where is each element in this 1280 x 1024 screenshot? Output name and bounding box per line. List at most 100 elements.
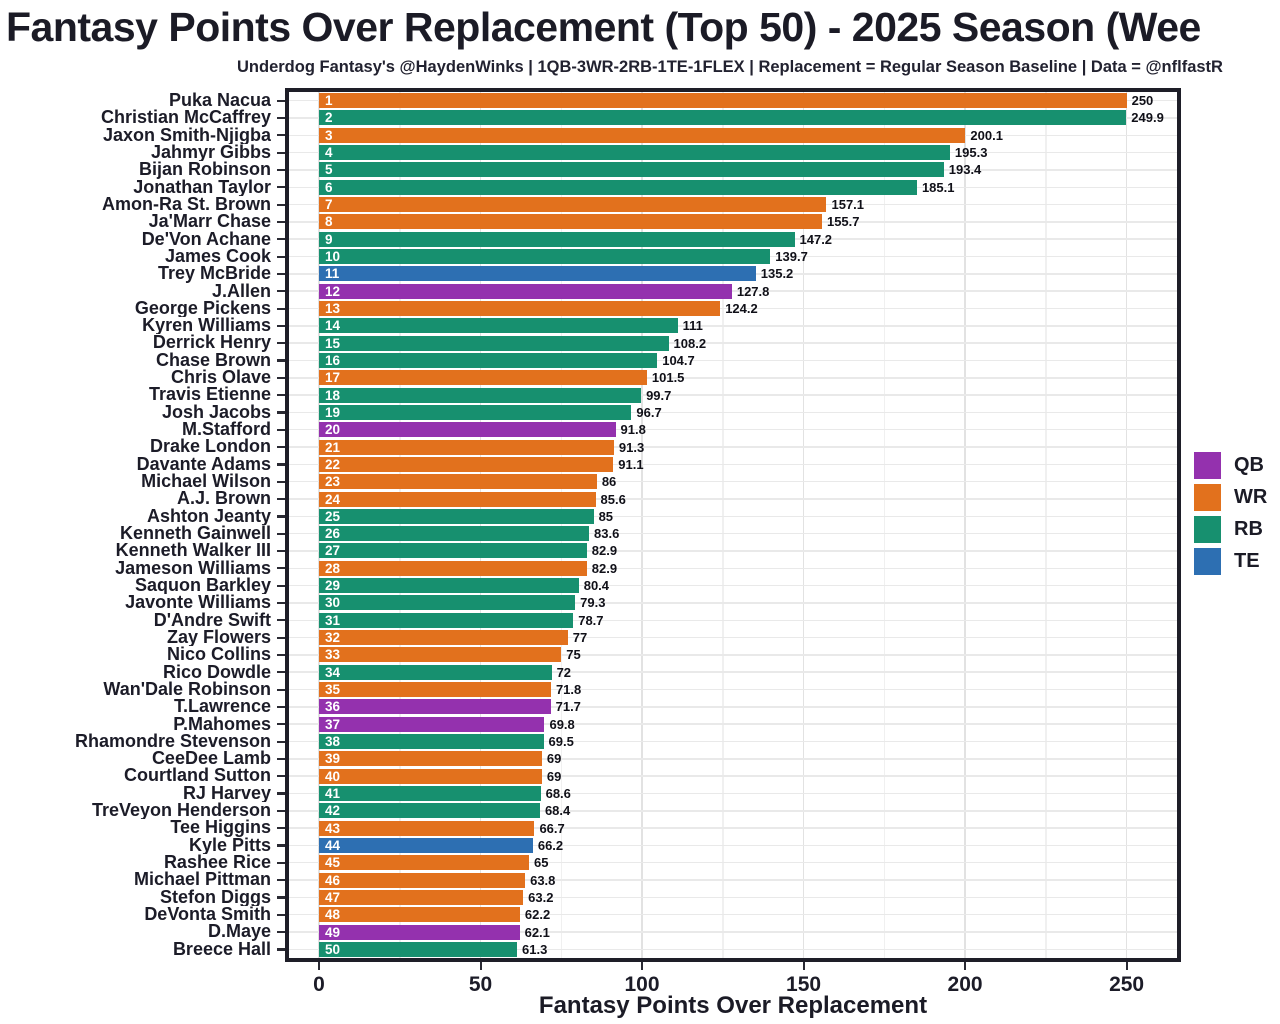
y-axis-tick <box>277 255 285 258</box>
player-name-label: Michael Wilson <box>141 473 271 491</box>
player-name-label: Jonathan Taylor <box>133 178 271 196</box>
row-gridline <box>289 931 1177 933</box>
y-axis-tick <box>277 757 285 760</box>
y-axis-tick <box>277 376 285 379</box>
bar-value-label: 66.7 <box>539 820 565 836</box>
player-name-label: Drake London <box>149 438 271 456</box>
minor-gridline <box>883 92 886 958</box>
bar-value-label: 69 <box>546 751 562 767</box>
y-axis-tick <box>277 653 285 657</box>
bar-value-label: 69.8 <box>549 716 575 732</box>
player-name-label: De'Von Achane <box>141 230 271 248</box>
bar-value-label: 69.5 <box>548 734 574 749</box>
bar-rank-label: 45 <box>325 855 341 871</box>
player-bar <box>319 543 587 559</box>
player-bar <box>319 907 520 923</box>
major-gridline <box>964 92 966 958</box>
bar-rank-label: 21 <box>325 439 341 455</box>
row-gridline <box>289 584 1177 587</box>
row-gridline <box>289 948 1177 951</box>
player-bar <box>319 404 632 420</box>
y-axis-tick <box>277 272 285 276</box>
bar-rank-label: 25 <box>325 508 341 524</box>
x-axis-tick-label: 50 <box>468 973 493 996</box>
player-bar <box>319 387 642 403</box>
player-name-label: James Cook <box>164 247 271 266</box>
x-axis-tick-label: 100 <box>624 973 660 996</box>
rb-color-swatch <box>1194 516 1221 543</box>
bar-value-label: 65 <box>533 855 549 871</box>
minor-gridline <box>1045 92 1047 958</box>
minor-gridline <box>722 92 724 958</box>
x-axis-tick-label: 200 <box>947 973 983 996</box>
player-name-label: A.J. Brown <box>176 490 271 508</box>
y-axis-tick <box>277 705 285 709</box>
player-name-label: Christian McCaffrey <box>100 109 271 127</box>
bar-rank-label: 28 <box>325 560 341 576</box>
bar-value-label: 77 <box>572 630 588 646</box>
player-bar <box>319 474 597 490</box>
bar-value-label: 62.1 <box>524 924 550 940</box>
player-name-label: Rashee Rice <box>163 854 271 872</box>
y-axis-tick <box>277 688 285 691</box>
y-axis-tick <box>277 134 285 137</box>
y-axis-tick <box>277 168 285 172</box>
y-axis-tick <box>277 151 285 154</box>
bar-rank-label: 50 <box>325 941 341 957</box>
row-gridline <box>289 602 1177 604</box>
player-bar <box>319 491 596 507</box>
y-axis-tick <box>277 896 285 899</box>
row-gridline <box>289 359 1177 362</box>
y-axis-tick <box>277 238 285 241</box>
bar-value-label: 195.3 <box>954 145 988 161</box>
row-gridline <box>289 394 1177 396</box>
legend-item: WR <box>1194 484 1267 511</box>
row-gridline <box>289 723 1177 725</box>
x-axis-tick <box>641 962 644 970</box>
major-gridline <box>318 92 320 958</box>
bar-value-label: 75 <box>566 647 581 663</box>
y-axis-tick <box>277 792 285 795</box>
x-axis-tick <box>318 962 321 970</box>
bar-rank-label: 14 <box>325 318 341 334</box>
bar-rank-label: 31 <box>325 612 341 628</box>
player-bar <box>319 110 1127 126</box>
row-gridline <box>289 913 1177 916</box>
player-name-label: Javonte Williams <box>125 594 271 612</box>
player-name-label: RJ Harvey <box>182 784 271 803</box>
bar-value-label: 63.8 <box>530 872 556 888</box>
bar-value-label: 200.1 <box>970 127 1003 143</box>
row-gridline <box>289 879 1177 881</box>
major-gridline <box>479 92 482 958</box>
player-name-label: Jahmyr Gibbs <box>150 143 271 162</box>
y-axis-tick <box>277 584 285 587</box>
legend-label: QB <box>1234 454 1264 476</box>
minor-gridline <box>560 92 563 958</box>
bar-rank-label: 24 <box>325 491 341 507</box>
player-bar <box>319 803 540 819</box>
y-axis-tick <box>277 446 285 449</box>
player-name-label: George Pickens <box>134 299 271 318</box>
row-gridline <box>289 688 1177 691</box>
y-axis-player-labels: Puka Nacua Christian McCaffrey Jaxon Smith… <box>0 92 277 958</box>
bar-value-label: 193.4 <box>948 162 982 178</box>
legend-item: QB <box>1194 452 1267 479</box>
row-gridline <box>289 861 1177 864</box>
bar-rank-label: 19 <box>325 404 341 420</box>
player-name-label: Kenneth Gainwell <box>119 525 271 543</box>
bar-value-label: 68.4 <box>544 803 571 819</box>
bar-rank-label: 7 <box>325 197 333 213</box>
y-axis-tick <box>277 116 285 120</box>
player-name-label: Chris Olave <box>170 369 271 387</box>
chart-title: Fantasy Points Over Replacement (Top 50)… <box>6 4 1201 50</box>
bar-value-label: 66.2 <box>537 837 564 853</box>
bar-rank-label: 34 <box>325 664 341 680</box>
bar-value-label: 96.7 <box>636 404 662 420</box>
player-bar <box>319 872 526 888</box>
bar-value-label: 91.8 <box>620 422 646 438</box>
player-bar <box>319 855 529 871</box>
player-name-label: Stefon Diggs <box>160 888 271 907</box>
player-bar <box>319 837 533 853</box>
player-bar <box>319 283 732 299</box>
player-bar <box>319 266 756 282</box>
